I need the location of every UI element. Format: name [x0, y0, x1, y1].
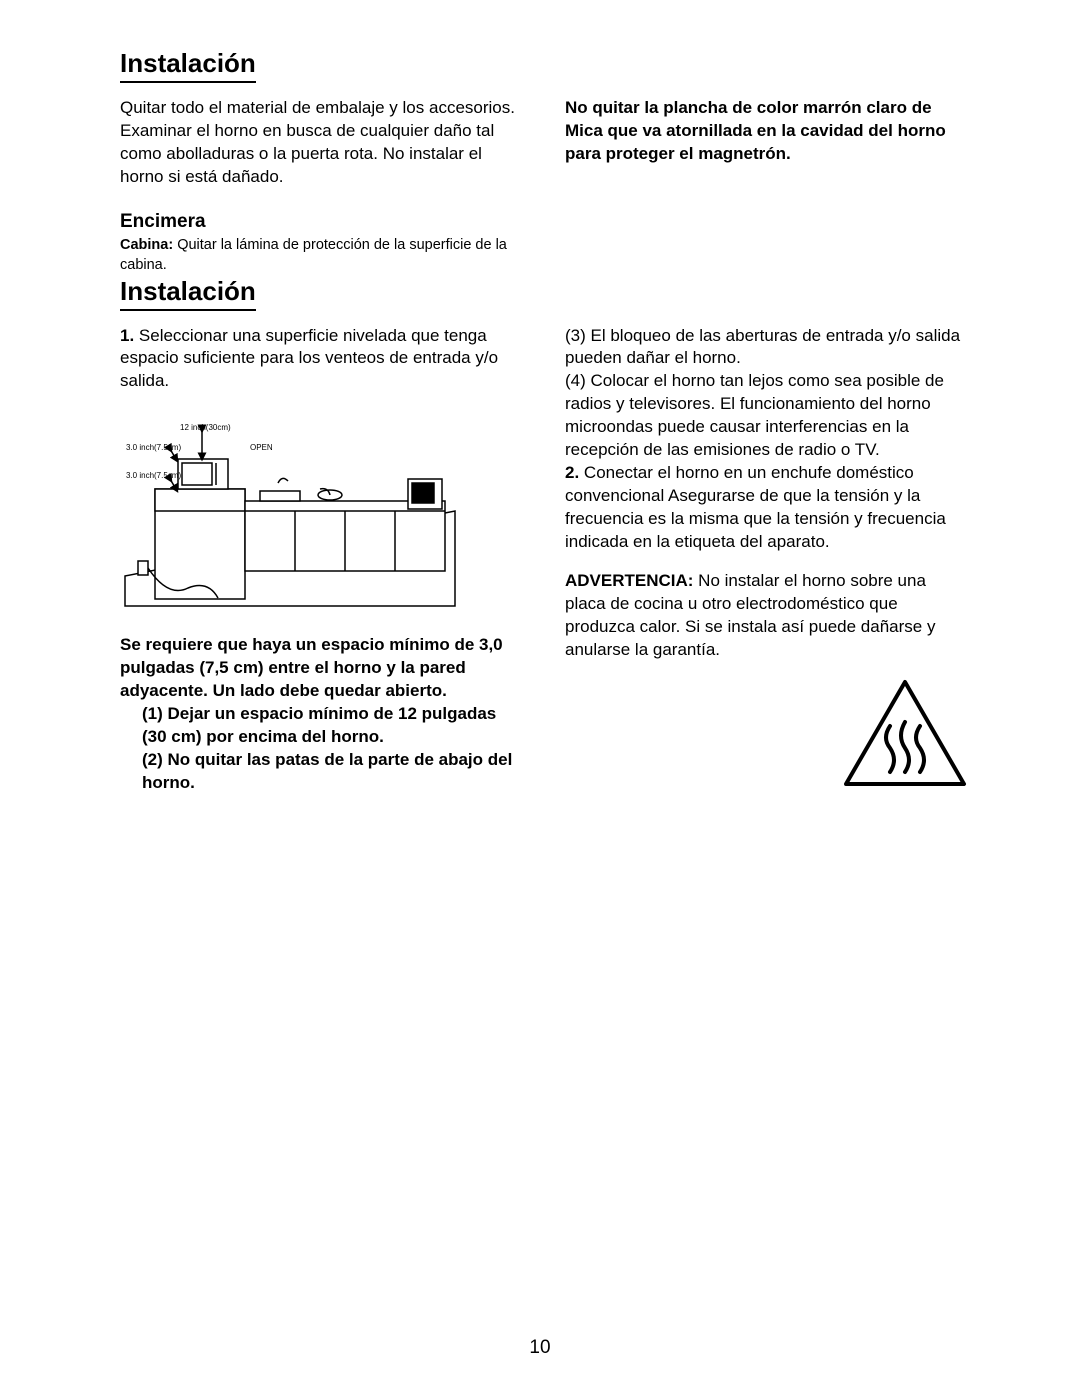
diagram-label-top: 12 inch(30cm) — [180, 423, 231, 434]
section1-right-col: No quitar la plancha de color marrón cla… — [565, 97, 970, 276]
section1-left-col: Quitar todo el material de embalaje y lo… — [120, 97, 525, 276]
step-1: 1. Seleccionar una superficie nivelada q… — [120, 325, 525, 394]
manual-page: Instalación Quitar todo el material de e… — [0, 0, 1080, 1397]
hot-surface-icon — [840, 676, 970, 791]
page-number: 10 — [0, 1337, 1080, 1359]
note-3: (3) El bloqueo de las aberturas de entra… — [565, 325, 970, 371]
advertencia-block: ADVERTENCIA: No instalar el horno sobre … — [565, 570, 970, 662]
cabina-text: Quitar la lámina de protección de la sup… — [120, 237, 507, 273]
section1-left-p2: Examinar el horno en busca de cualquier … — [120, 120, 525, 189]
step-1-text: Seleccionar una superficie nivelada que … — [120, 326, 498, 391]
section2-right-col: (3) El bloqueo de las aberturas de entra… — [565, 325, 970, 795]
clearance-requirement: Se requiere que haya un espacio mínimo d… — [120, 634, 525, 703]
encimera-text: Cabina: Quitar la lámina de protección d… — [120, 236, 525, 275]
cabina-label: Cabina: — [120, 237, 173, 253]
diagram-label-side2: 3.0 inch(7.5cm) — [126, 471, 181, 482]
mica-warning: No quitar la plancha de color marrón cla… — [565, 97, 970, 166]
diagram-label-open: OPEN — [250, 443, 273, 454]
section1-columns: Quitar todo el material de embalaje y lo… — [120, 97, 970, 276]
diagram-label-side1: 3.0 inch(7.5cm) — [126, 443, 181, 454]
kitchen-svg — [120, 411, 460, 616]
step-2-number: 2. — [565, 463, 579, 482]
step-2-text: Conectar el horno en un enchufe doméstic… — [565, 463, 946, 551]
section2-columns: 1. Seleccionar una superficie nivelada q… — [120, 325, 970, 795]
encimera-heading: Encimera — [120, 209, 525, 235]
section1-title: Instalación — [120, 48, 256, 83]
step-1-number: 1. — [120, 326, 134, 345]
section2-left-col: 1. Seleccionar una superficie nivelada q… — [120, 325, 525, 795]
step-2: 2. Conectar el horno en un enchufe domés… — [565, 462, 970, 554]
section1-left-p1: Quitar todo el material de embalaje y lo… — [120, 97, 525, 120]
section2-title: Instalación — [120, 276, 256, 311]
note-4: (4) Colocar el horno tan lejos como sea … — [565, 370, 970, 462]
clearance-item-1: (1) Dejar un espacio mínimo de 12 pulgad… — [120, 703, 525, 749]
advertencia-label: ADVERTENCIA: — [565, 571, 693, 590]
clearance-item-2: (2) No quitar las patas de la parte de a… — [120, 749, 525, 795]
installation-diagram: 12 inch(30cm) 3.0 inch(7.5cm) 3.0 inch(7… — [120, 411, 460, 616]
